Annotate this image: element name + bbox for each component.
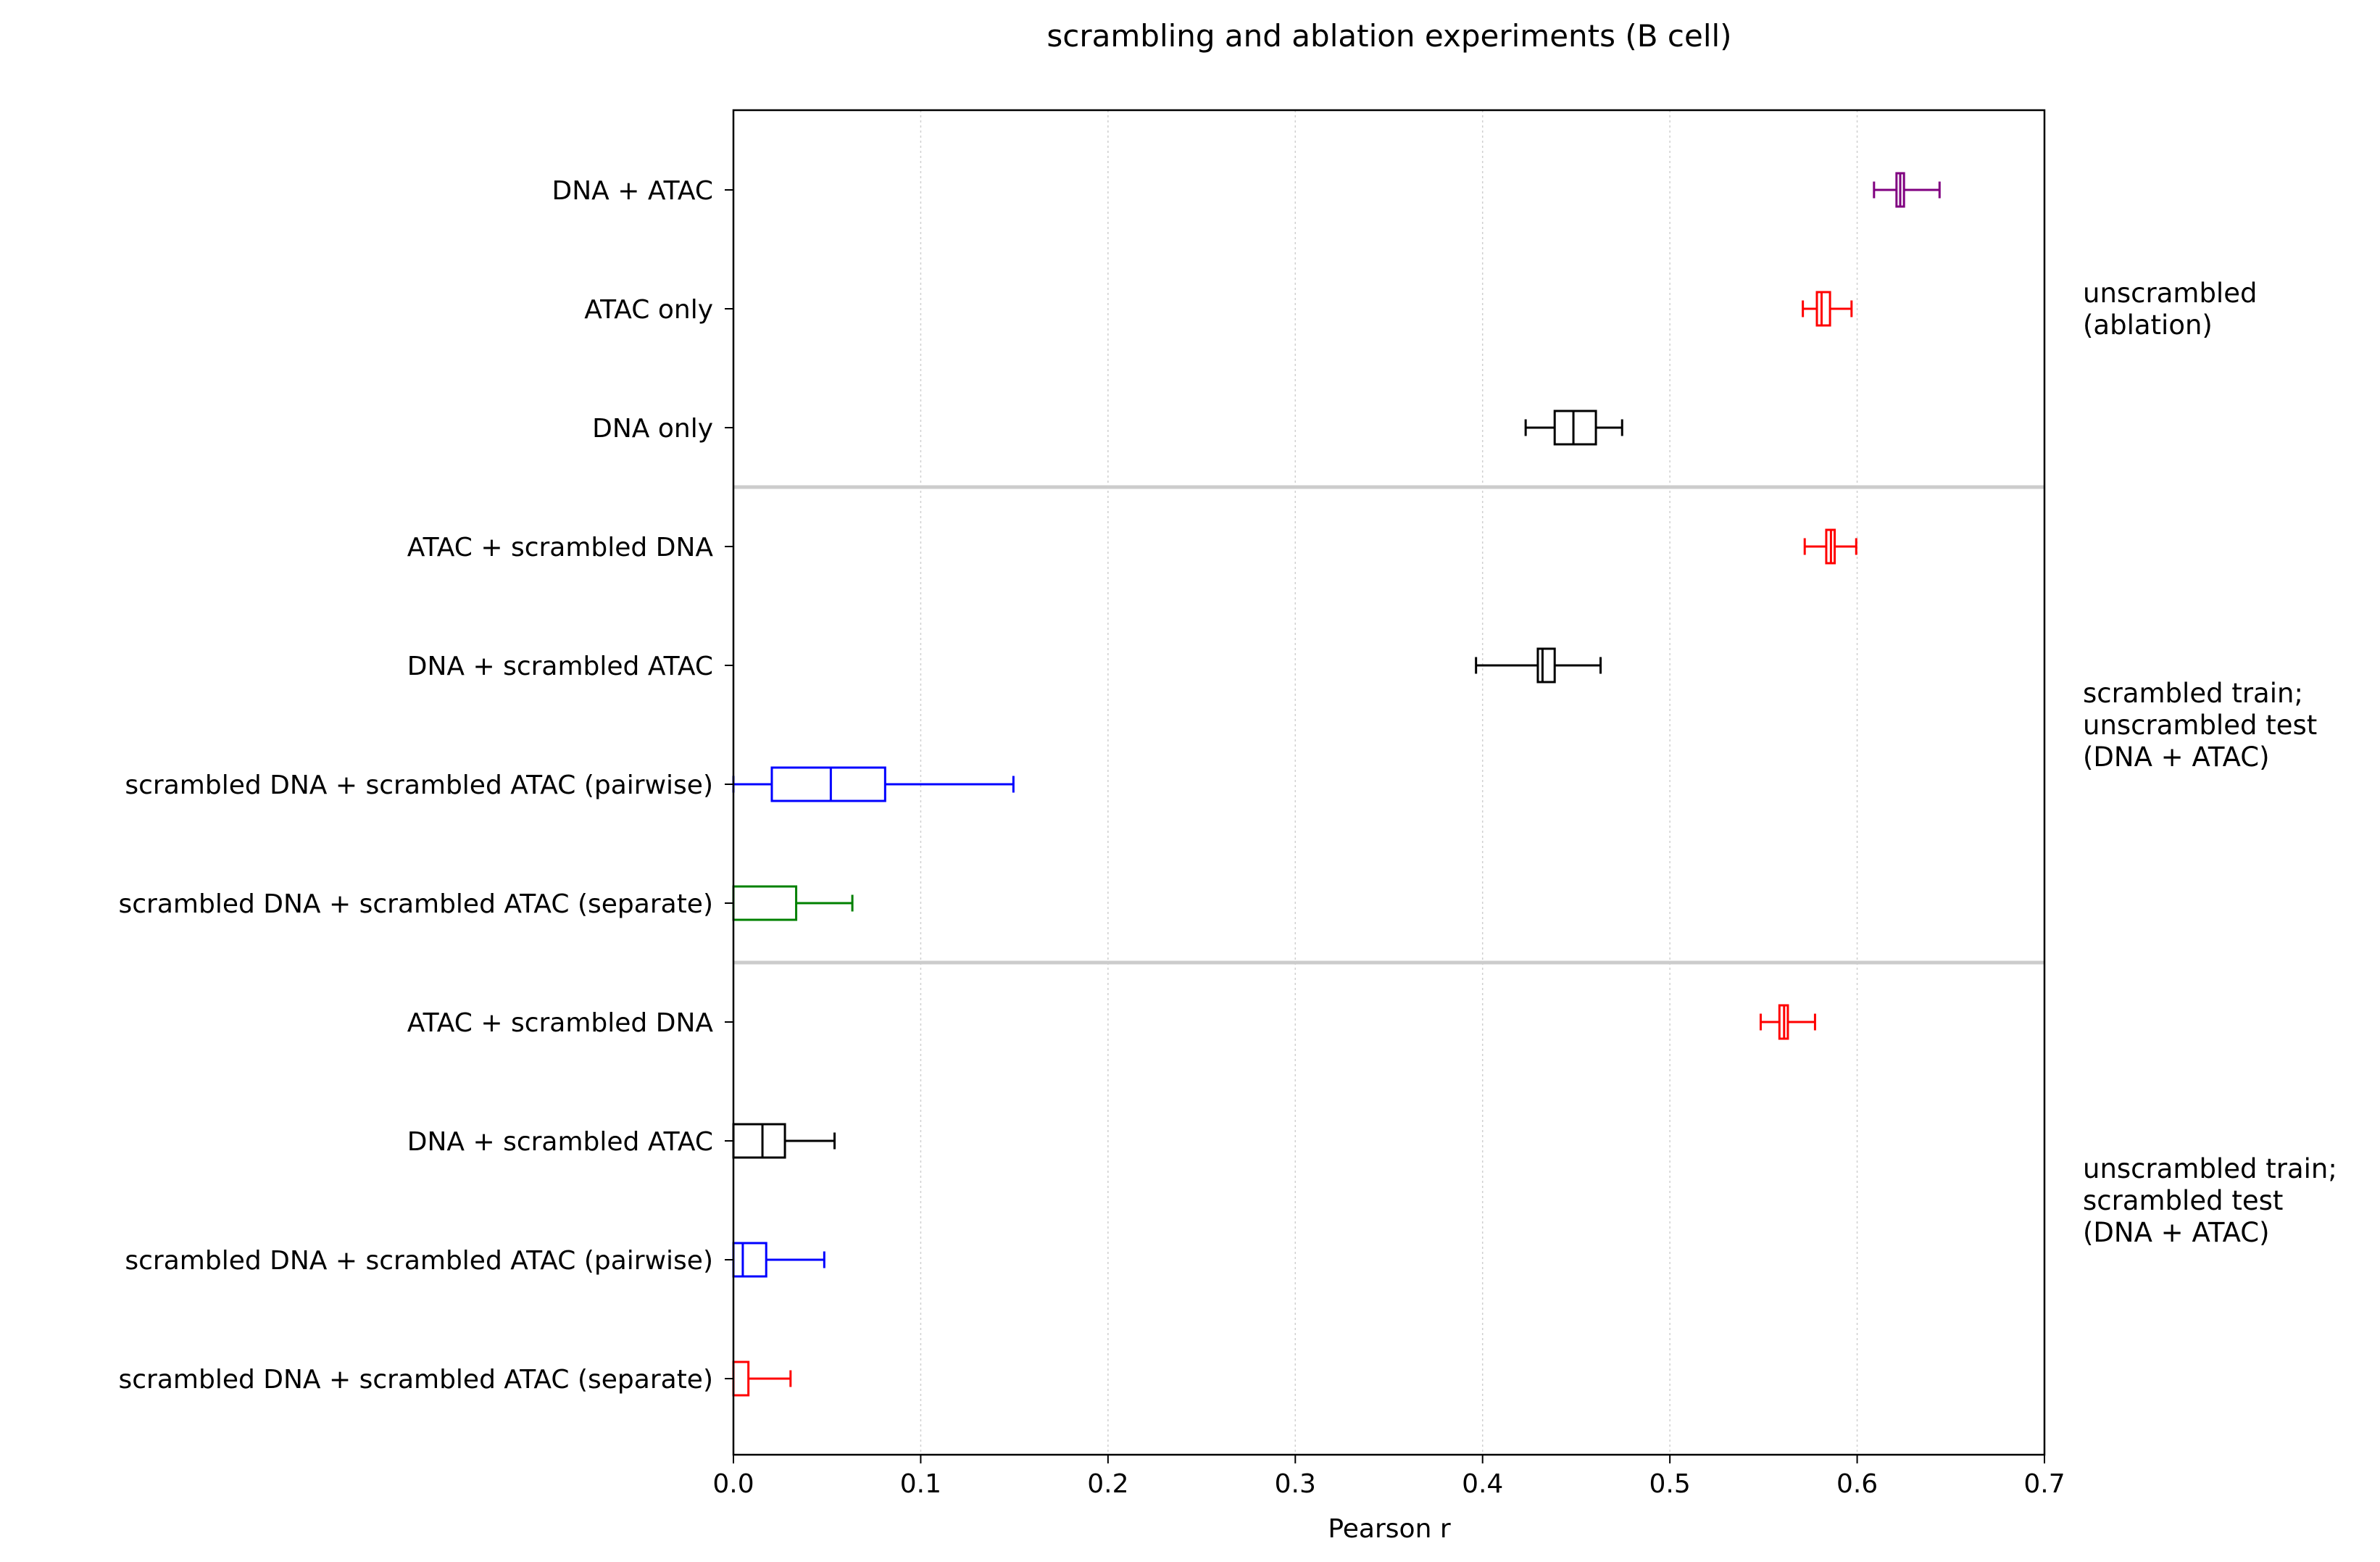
box-8 (1759, 1004, 1816, 1040)
x-tick-label: 0.4 (1462, 1469, 1503, 1499)
x-tick-label: 0.5 (1649, 1469, 1691, 1499)
iqr-box (1536, 647, 1556, 684)
group-label-line: (DNA + ATAC) (2083, 1217, 2270, 1248)
group-label-line: unscrambled test (2083, 710, 2317, 741)
y-tick-label: ATAC only (584, 295, 713, 325)
x-tick-label: 0.2 (1087, 1469, 1128, 1499)
y-tick-label: ATAC + scrambled DNA (407, 533, 714, 562)
x-tick-label: 0.6 (1836, 1469, 1878, 1499)
chart-title: scrambling and ablation experiments (B c… (1047, 18, 1731, 54)
group-label-line: (ablation) (2083, 310, 2213, 341)
box-6 (732, 766, 1015, 802)
y-tick-label: ATAC + scrambled DNA (407, 1008, 714, 1038)
y-axis-ticks: DNA + ATAC ATAC only DNA only ATAC + scramb… (118, 176, 733, 1395)
box-11 (732, 1360, 792, 1397)
x-tick-label: 0.0 (712, 1469, 754, 1499)
group-label-2: scrambled train; unscrambled test (DNA + A… (2083, 678, 2317, 773)
x-tick-label: 0.1 (900, 1469, 941, 1499)
group-label-1: unscrambled (ablation) (2083, 278, 2257, 341)
group-label-line: unscrambled (2083, 278, 2257, 309)
group-label-line: unscrambled train; (2083, 1153, 2337, 1184)
y-tick-label: DNA only (592, 414, 713, 444)
x-tick-label: 0.3 (1275, 1469, 1316, 1499)
box-9 (732, 1123, 836, 1159)
box-7 (732, 885, 854, 921)
boxes (732, 172, 1941, 1397)
y-tick-label: scrambled DNA + scrambled ATAC (pairwise… (125, 1246, 713, 1276)
box-2 (1802, 291, 1853, 327)
y-tick-label: scrambled DNA + scrambled ATAC (separate… (118, 889, 713, 919)
iqr-box (1815, 291, 1831, 327)
y-tick-label: DNA + ATAC (552, 176, 714, 206)
gridlines (920, 110, 1858, 1455)
iqr-box (1553, 410, 1597, 446)
box-4 (1803, 528, 1857, 565)
iqr-box (732, 885, 798, 921)
y-tick-label: scrambled DNA + scrambled ATAC (separate… (118, 1365, 713, 1395)
group-label-3: unscrambled train; scrambled test (DNA + A… (2083, 1153, 2337, 1248)
box-10 (732, 1242, 825, 1278)
box-3 (1524, 410, 1623, 446)
x-axis-ticks: 0.0 0.1 0.2 0.3 0.4 0.5 0.6 0.7 (712, 1455, 2065, 1499)
x-tick-label: 0.7 (2023, 1469, 2065, 1499)
iqr-box (770, 766, 886, 802)
y-tick-label: scrambled DNA + scrambled ATAC (pairwise… (125, 770, 713, 800)
group-label-line: (DNA + ATAC) (2083, 741, 2270, 773)
plot-frame (732, 109, 2046, 1456)
group-separators (733, 485, 2044, 965)
x-axis-label: Pearson r (1328, 1514, 1450, 1544)
group-label-line: scrambled test (2083, 1185, 2283, 1216)
iqr-box (732, 1242, 767, 1278)
iqr-box (732, 1360, 750, 1397)
group-labels: unscrambled (ablation)scrambled train; uns… (2083, 278, 2337, 1248)
group-label-line: scrambled train; (2083, 678, 2303, 709)
y-tick-label: DNA + scrambled ATAC (407, 652, 713, 681)
iqr-box (732, 1123, 786, 1159)
box-1 (1873, 172, 1941, 208)
box-5 (1475, 647, 1602, 684)
y-tick-label: DNA + scrambled ATAC (407, 1127, 713, 1157)
